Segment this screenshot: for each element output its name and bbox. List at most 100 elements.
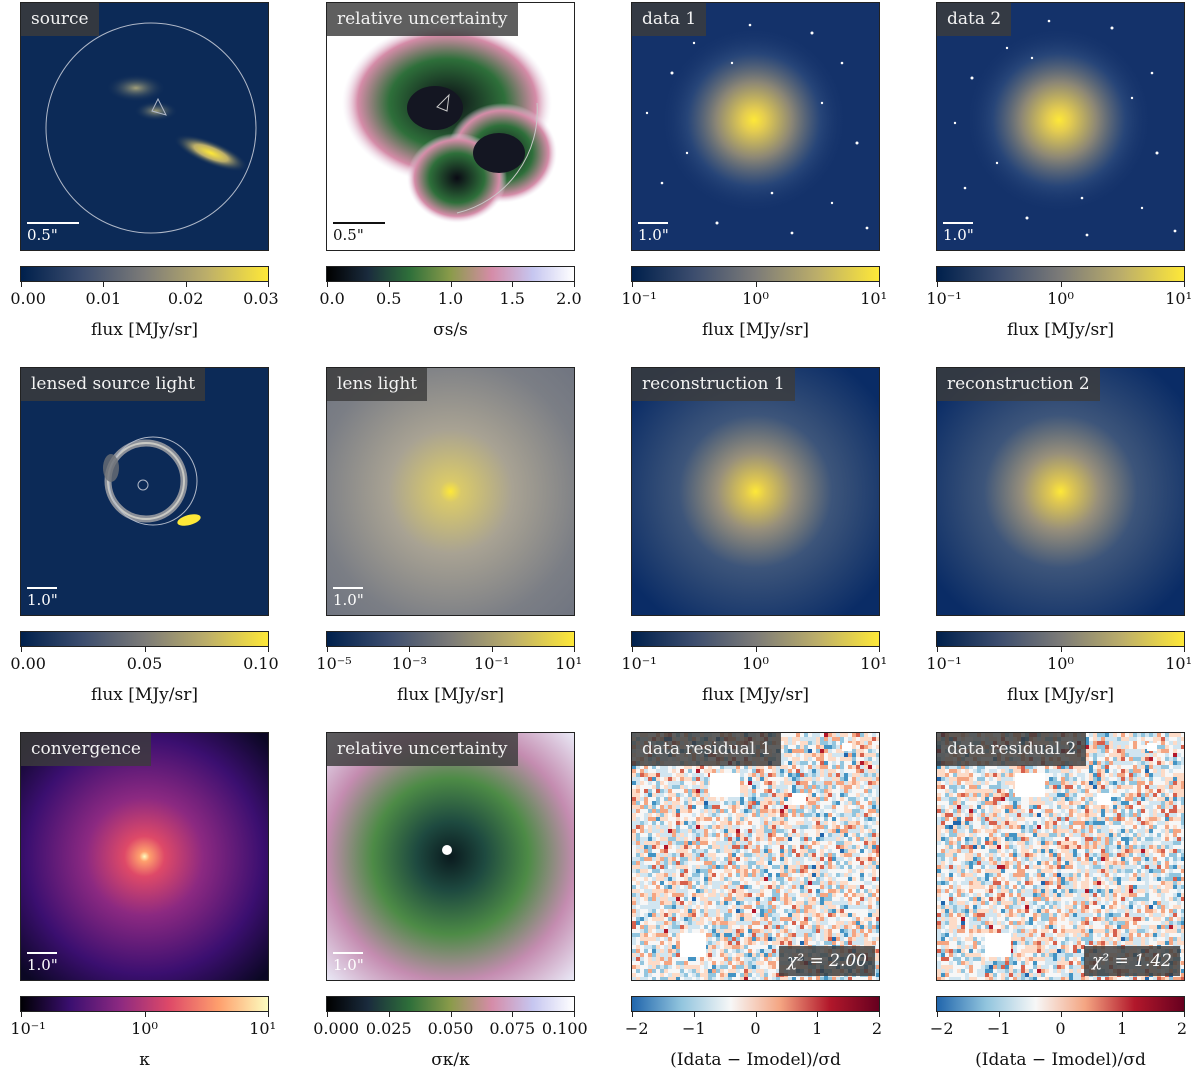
colorbar-data-1: [631, 266, 880, 282]
convergence-image: 1.0" convergence: [20, 732, 269, 981]
panel-label: reconstruction 1: [632, 368, 795, 401]
colorbar-tick-label: 10⁻¹: [926, 289, 962, 308]
panel-residual-2: χ² = 1.42 data residual 2: [936, 732, 1185, 981]
colorbar-label: σκ/κ: [431, 1050, 470, 1070]
panel-label: data residual 1: [632, 733, 782, 766]
panel-lens-light: 1.0" lens light: [326, 367, 575, 616]
panel-label: data 2: [937, 3, 1012, 36]
colorbar-tick-label: 10⁻¹: [10, 1019, 46, 1038]
colorbar-residual-1: [631, 996, 880, 1012]
colorbar-ticks: 10⁻¹ 10⁰ 10¹: [926, 654, 1192, 678]
colorbar-label: flux [MJy/sr]: [702, 685, 809, 705]
panel-label: data 1: [632, 3, 707, 36]
colorbar-label: σs/s: [433, 320, 468, 340]
colorbar-tick-label: 10¹: [1165, 289, 1193, 308]
colorbar-tick-label: −2: [624, 1019, 649, 1038]
colorbar-label: κ: [139, 1050, 150, 1070]
colorbar-ticks: 10⁻¹ 10⁰ 10¹: [926, 289, 1192, 313]
colorbar-tick-label: 10⁰: [742, 289, 769, 308]
colorbar-tick-label: 0.00: [10, 289, 46, 308]
colorbar-tick-label: 0.025: [365, 1019, 412, 1038]
colorbar-tick-label: −1: [986, 1019, 1011, 1038]
colorbar-source: [20, 266, 269, 282]
scale-bar: 1.0": [333, 587, 364, 609]
colorbar-tick-label: 0.05: [126, 654, 163, 673]
colorbar-label: flux [MJy/sr]: [1007, 320, 1114, 340]
colorbar-reconstruction-2: [936, 631, 1185, 647]
colorbar-label: flux [MJy/sr]: [397, 685, 504, 705]
colorbar-label: flux [MJy/sr]: [91, 685, 198, 705]
reconstruction-1-image: reconstruction 1: [631, 367, 880, 616]
colorbar-ticks: 0.000 0.025 0.050 0.075 0.100: [313, 1019, 587, 1043]
panel-label: relative uncertainty: [327, 733, 518, 766]
colorbar-tick-label: 0.000: [313, 1019, 360, 1038]
panel-data-1: 1.0" data 1: [631, 2, 880, 251]
colorbar-data-2: [936, 266, 1185, 282]
colorbar-lens-light: [326, 631, 575, 647]
colorbar-tick-label: −1: [681, 1019, 706, 1038]
colorbar-label: flux [MJy/sr]: [1007, 685, 1114, 705]
colorbar-label: (Idata − Imodel)/σd: [670, 1050, 841, 1070]
colorbar-tick-label: 10⁻³: [391, 654, 427, 673]
colorbar-tick-label: 2.0: [556, 289, 582, 308]
colorbar-convergence: [20, 996, 269, 1012]
panel-lensed-source: 1.0" lensed source light: [20, 367, 269, 616]
colorbar-tick-label: 0.050: [427, 1019, 474, 1038]
lensed-source-image: 1.0" lensed source light: [20, 367, 269, 616]
colorbar-tick-label: 0.10: [243, 654, 279, 673]
colorbar-label: flux [MJy/sr]: [702, 320, 809, 340]
colorbar-ticks: 10⁻¹ 10⁰ 10¹: [621, 654, 887, 678]
colorbar-lensed-source: [20, 631, 269, 647]
colorbar-tick-label: 0.00: [10, 654, 46, 673]
panel-label: convergence: [21, 733, 151, 766]
reconstruction-2-image: reconstruction 2: [936, 367, 1185, 616]
colorbar-tick-label: 2: [871, 1019, 883, 1038]
colorbar-tick-label: 10⁻¹: [926, 654, 962, 673]
panel-label: relative uncertainty: [327, 3, 518, 36]
colorbar-ticks: 0.0 0.5 1.0 1.5 2.0: [319, 289, 581, 313]
colorbar-ticks: 10⁻¹ 10⁰ 10¹: [10, 1019, 276, 1043]
colorbar-rel-unc-kappa: [326, 996, 575, 1012]
colorbar-tick-label: 10⁻¹: [621, 289, 657, 308]
colorbar-ticks: −2 −1 0 1 2: [930, 1019, 1188, 1043]
data-2-image: 1.0" data 2: [936, 2, 1185, 251]
panel-data-2: 1.0" data 2: [936, 2, 1185, 251]
colorbar-tick-label: 10¹: [555, 654, 583, 673]
chi-squared-label: χ² = 1.42: [1083, 946, 1180, 976]
colorbar-reconstruction-1: [631, 631, 880, 647]
colorbar-tick-label: 10⁰: [1047, 289, 1074, 308]
colorbar-tick-label: 10¹: [860, 289, 888, 308]
colorbar-tick-label: 0.5: [376, 289, 402, 308]
colorbar-tick-label: 1.0: [437, 289, 464, 308]
residual-1-image: χ² = 2.00 data residual 1: [631, 732, 880, 981]
colorbar-ticks: 10⁻¹ 10⁰ 10¹: [621, 289, 887, 313]
colorbar-rel-unc-source: [326, 266, 575, 282]
colorbar-tick-label: 0.01: [85, 289, 122, 308]
panel-source: 0.5" source: [20, 2, 269, 251]
scale-bar: 1.0": [27, 952, 58, 974]
panel-label: reconstruction 2: [937, 368, 1100, 401]
scale-bar: 1.0": [943, 222, 974, 244]
scale-bar: 1.0": [27, 587, 58, 609]
colorbar-tick-label: 0: [1055, 1019, 1066, 1038]
colorbar-tick-label: 10¹: [1165, 654, 1193, 673]
colorbar-ticks: −2 −1 0 1 2: [625, 1019, 883, 1043]
colorbar-tick-label: 0.100: [541, 1019, 588, 1038]
source-image: 0.5" source: [20, 2, 269, 251]
colorbar-tick-label: 0.02: [167, 289, 204, 308]
colorbar-tick-label: −2: [929, 1019, 954, 1038]
colorbar-label: flux [MJy/sr]: [91, 320, 198, 340]
colorbar-ticks: 10⁻⁵ 10⁻³ 10⁻¹ 10¹: [316, 654, 582, 678]
panel-label: lens light: [327, 368, 428, 401]
panel-label: lensed source light: [21, 368, 206, 401]
panel-rel-unc-source: 0.5" relative uncertainty: [326, 2, 575, 251]
colorbar-tick-label: 1: [1117, 1019, 1128, 1038]
colorbar-residual-2: [936, 996, 1185, 1012]
data-1-image: 1.0" data 1: [631, 2, 880, 251]
scale-bar: 0.5": [27, 222, 79, 244]
colorbar-tick-label: 2: [1176, 1019, 1188, 1038]
rel-unc-source-image: 0.5" relative uncertainty: [326, 2, 575, 251]
residual-2-image: χ² = 1.42 data residual 2: [936, 732, 1185, 981]
scale-bar: 1.0": [638, 222, 669, 244]
scale-bar: 0.5": [333, 222, 385, 244]
